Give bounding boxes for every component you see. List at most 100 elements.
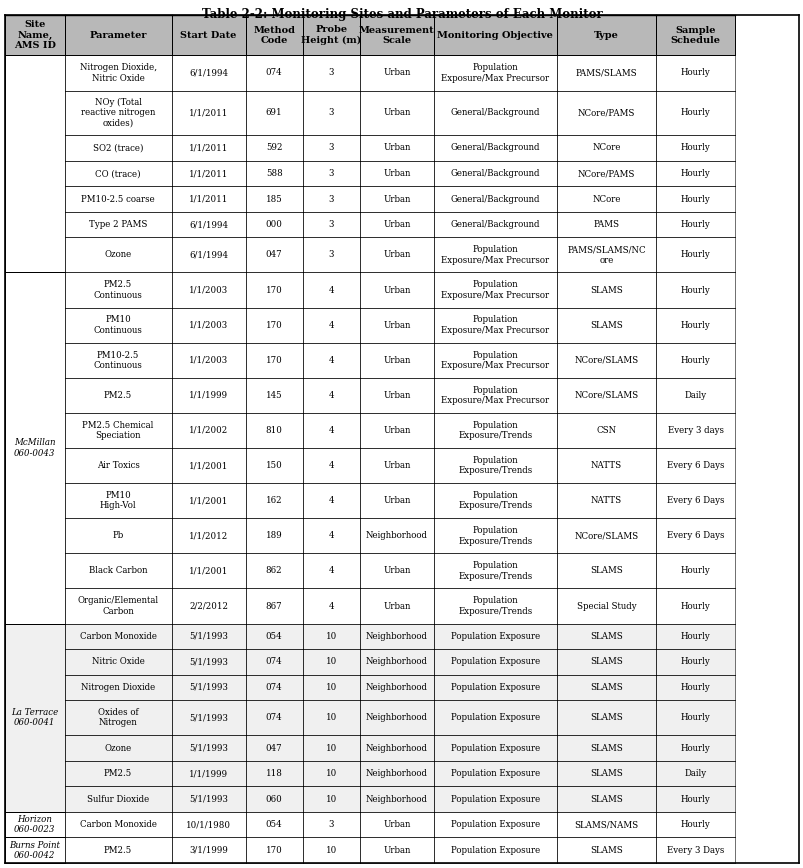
Text: SLAMS: SLAMS xyxy=(589,744,622,753)
Text: 3: 3 xyxy=(328,820,333,829)
Bar xyxy=(172,187,245,212)
Bar xyxy=(655,554,735,589)
Text: Nitrogen Dioxide: Nitrogen Dioxide xyxy=(81,683,155,692)
Text: Urban: Urban xyxy=(383,496,410,505)
Text: PM2.5 Chemical
Speciation: PM2.5 Chemical Speciation xyxy=(83,421,153,440)
Bar xyxy=(556,343,655,378)
Text: PAMS: PAMS xyxy=(593,220,618,229)
Bar xyxy=(434,674,556,700)
Text: Every 6 Days: Every 6 Days xyxy=(666,531,724,540)
Bar xyxy=(434,554,556,589)
Text: Urban: Urban xyxy=(383,69,410,77)
Text: Air Toxics: Air Toxics xyxy=(96,461,140,470)
Bar xyxy=(303,237,360,273)
Text: 810: 810 xyxy=(266,426,282,435)
Bar xyxy=(245,589,303,623)
Text: 3: 3 xyxy=(328,251,333,260)
Bar xyxy=(655,786,735,812)
Bar xyxy=(556,56,655,90)
Text: Urban: Urban xyxy=(383,461,410,470)
Text: Urban: Urban xyxy=(383,194,410,204)
Text: Ozone: Ozone xyxy=(104,744,132,753)
Bar xyxy=(64,674,172,700)
Bar xyxy=(360,518,434,554)
Bar xyxy=(303,786,360,812)
Text: 170: 170 xyxy=(266,320,282,330)
Text: 1/1/2001: 1/1/2001 xyxy=(189,461,228,470)
Bar xyxy=(434,483,556,518)
Text: Urban: Urban xyxy=(383,251,410,260)
Bar xyxy=(64,735,172,761)
Text: 170: 170 xyxy=(266,286,282,294)
Text: Neighborhood: Neighborhood xyxy=(365,713,427,722)
Bar xyxy=(303,135,360,161)
Text: Hourly: Hourly xyxy=(680,356,710,365)
Text: Sulfur Dioxide: Sulfur Dioxide xyxy=(87,795,149,804)
Text: Urban: Urban xyxy=(383,391,410,400)
Text: 3: 3 xyxy=(328,220,333,229)
Bar xyxy=(303,483,360,518)
Text: NOy (Total
reactive nitrogen
oxides): NOy (Total reactive nitrogen oxides) xyxy=(81,98,155,128)
Text: Population
Exposure/Max Precursor: Population Exposure/Max Precursor xyxy=(441,280,548,299)
Text: 4: 4 xyxy=(328,461,334,470)
Bar xyxy=(556,649,655,674)
Bar xyxy=(360,483,434,518)
Bar xyxy=(556,674,655,700)
Bar xyxy=(303,649,360,674)
Bar xyxy=(303,589,360,623)
Bar xyxy=(360,413,434,448)
Bar xyxy=(172,589,245,623)
Bar xyxy=(360,674,434,700)
Text: NCore/PAMS: NCore/PAMS xyxy=(577,169,634,178)
Bar xyxy=(5,838,64,863)
Bar xyxy=(64,212,172,237)
Text: Population Exposure: Population Exposure xyxy=(450,683,540,692)
Text: 074: 074 xyxy=(266,69,282,77)
Bar xyxy=(303,674,360,700)
Text: SLAMS: SLAMS xyxy=(589,845,622,855)
Text: PM2.5
Continuous: PM2.5 Continuous xyxy=(94,280,142,299)
Bar xyxy=(245,554,303,589)
Text: 3: 3 xyxy=(328,143,333,153)
Bar xyxy=(172,273,245,307)
Bar xyxy=(64,812,172,838)
Bar xyxy=(245,623,303,649)
Text: McMillan
060-0043: McMillan 060-0043 xyxy=(14,438,55,457)
Bar xyxy=(360,761,434,786)
Text: Type 2 PAMS: Type 2 PAMS xyxy=(89,220,147,229)
Bar xyxy=(172,483,245,518)
Bar xyxy=(64,700,172,735)
Bar xyxy=(172,15,245,56)
Text: 118: 118 xyxy=(266,769,282,778)
Text: Neighborhood: Neighborhood xyxy=(365,769,427,778)
Bar xyxy=(245,273,303,307)
Text: La Terrace
060-0041: La Terrace 060-0041 xyxy=(11,708,59,727)
Text: Organic/Elemental
Carbon: Organic/Elemental Carbon xyxy=(77,596,158,615)
Bar xyxy=(303,161,360,187)
Bar xyxy=(434,237,556,273)
Text: Hourly: Hourly xyxy=(680,683,710,692)
Text: Hourly: Hourly xyxy=(680,143,710,153)
Text: Every 6 Days: Every 6 Days xyxy=(666,461,724,470)
Bar xyxy=(556,838,655,863)
Bar xyxy=(5,623,64,812)
Text: Urban: Urban xyxy=(383,108,410,117)
Bar xyxy=(655,237,735,273)
Bar xyxy=(172,674,245,700)
Text: Hourly: Hourly xyxy=(680,169,710,178)
Bar xyxy=(303,273,360,307)
Text: Population
Exposure/Max Precursor: Population Exposure/Max Precursor xyxy=(441,385,548,405)
Bar xyxy=(556,378,655,413)
Text: NATTS: NATTS xyxy=(590,461,622,470)
Text: 4: 4 xyxy=(328,602,334,610)
Bar xyxy=(172,307,245,343)
Text: NCore: NCore xyxy=(592,194,620,204)
Text: Method
Code: Method Code xyxy=(253,25,295,45)
Text: Daily: Daily xyxy=(684,769,706,778)
Text: 10: 10 xyxy=(325,632,336,641)
Bar xyxy=(245,161,303,187)
Text: Type: Type xyxy=(593,30,618,40)
Bar xyxy=(303,15,360,56)
Text: NCore/SLAMS: NCore/SLAMS xyxy=(573,531,638,540)
Text: 4: 4 xyxy=(328,356,334,365)
